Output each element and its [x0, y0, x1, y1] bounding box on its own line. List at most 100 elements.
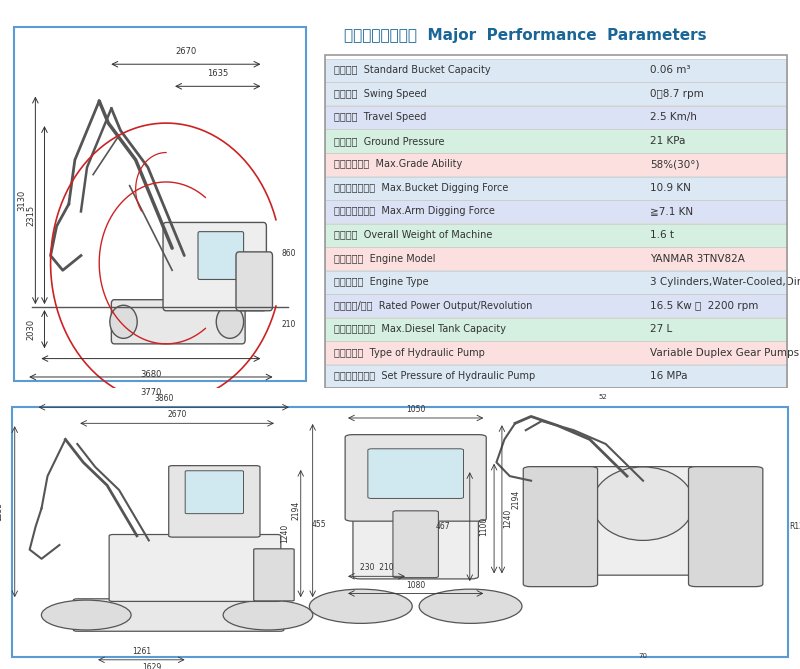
- Text: 1.6 t: 1.6 t: [650, 230, 674, 240]
- Text: 额定输出/转速  Rated Power Output/Revolution: 额定输出/转速 Rated Power Output/Revolution: [334, 300, 533, 310]
- Circle shape: [223, 600, 313, 630]
- Bar: [325, 200, 787, 223]
- Text: 3860: 3860: [154, 394, 174, 403]
- Text: 455: 455: [311, 520, 326, 529]
- Bar: [325, 294, 787, 317]
- FancyBboxPatch shape: [236, 252, 273, 310]
- Text: 接地比压  Ground Pressure: 接地比压 Ground Pressure: [334, 136, 445, 146]
- Text: 主要技术性能参数  Major  Performance  Parameters: 主要技术性能参数 Major Performance Parameters: [344, 28, 706, 43]
- Text: 整机重量  Overall Weight of Machine: 整机重量 Overall Weight of Machine: [334, 230, 493, 240]
- Text: 行走速度  Travel Speed: 行走速度 Travel Speed: [334, 112, 426, 122]
- Bar: [325, 341, 787, 365]
- Text: 柴油筒最大容量  Max.Diesel Tank Capacity: 柴油筒最大容量 Max.Diesel Tank Capacity: [334, 324, 506, 334]
- Bar: [325, 130, 787, 153]
- Bar: [325, 223, 787, 247]
- Circle shape: [42, 600, 131, 630]
- Text: 2194: 2194: [511, 490, 520, 509]
- FancyBboxPatch shape: [368, 449, 463, 498]
- Text: 挖抖容量  Standard Bucket Capacity: 挖抖容量 Standard Bucket Capacity: [334, 65, 490, 75]
- FancyBboxPatch shape: [163, 222, 266, 310]
- Circle shape: [110, 305, 138, 339]
- Bar: [325, 153, 787, 176]
- Text: 1100: 1100: [479, 517, 488, 537]
- Bar: [325, 271, 787, 294]
- Bar: [325, 130, 787, 153]
- FancyBboxPatch shape: [198, 231, 243, 280]
- Text: 210: 210: [282, 320, 296, 329]
- Text: 液压泵类型  Type of Hydraulic Pump: 液压泵类型 Type of Hydraulic Pump: [334, 348, 485, 358]
- Text: 1240: 1240: [503, 509, 513, 528]
- Text: 3 Cylinders,Water-Cooled,Direct-Injection: 3 Cylinders,Water-Cooled,Direct-Injectio…: [650, 277, 800, 287]
- Bar: [325, 106, 787, 129]
- FancyBboxPatch shape: [254, 549, 294, 601]
- Text: 液压泵设定压力  Set Pressure of Hydraulic Pump: 液压泵设定压力 Set Pressure of Hydraulic Pump: [334, 371, 535, 381]
- Text: 58%(30°): 58%(30°): [650, 159, 700, 169]
- Text: 3770: 3770: [140, 388, 162, 397]
- Text: 230  210: 230 210: [360, 563, 394, 573]
- Bar: [325, 365, 787, 388]
- FancyBboxPatch shape: [109, 535, 281, 601]
- Text: 最大爬坡角度  Max.Grade Ability: 最大爬坡角度 Max.Grade Ability: [334, 159, 462, 169]
- Text: 21 KPa: 21 KPa: [650, 136, 686, 146]
- Text: 2030: 2030: [26, 318, 35, 340]
- Text: R1225: R1225: [790, 522, 800, 531]
- FancyBboxPatch shape: [185, 471, 243, 514]
- Circle shape: [419, 589, 522, 624]
- Text: 发动机类型  Engine Type: 发动机类型 Engine Type: [334, 277, 429, 287]
- Text: 1050: 1050: [406, 405, 426, 414]
- Circle shape: [216, 305, 243, 339]
- Bar: [325, 177, 787, 199]
- Bar: [325, 106, 787, 129]
- Text: 3130: 3130: [18, 190, 26, 211]
- Text: 挖抖最大挖掘力  Max.Bucket Digging Force: 挖抖最大挖掘力 Max.Bucket Digging Force: [334, 183, 509, 193]
- Text: 2.5 Km/h: 2.5 Km/h: [650, 112, 698, 122]
- Text: 1235: 1235: [0, 502, 3, 521]
- Text: 52: 52: [598, 394, 607, 400]
- FancyBboxPatch shape: [353, 456, 478, 579]
- Bar: [325, 248, 787, 270]
- Bar: [325, 341, 787, 365]
- Text: 16.5 Kw ／  2200 rpm: 16.5 Kw ／ 2200 rpm: [650, 300, 758, 310]
- Text: YANMAR 3TNV82A: YANMAR 3TNV82A: [650, 254, 746, 264]
- Text: 1261: 1261: [132, 647, 151, 656]
- FancyBboxPatch shape: [393, 511, 438, 577]
- Text: 2315: 2315: [26, 205, 35, 225]
- Bar: [325, 223, 787, 247]
- Bar: [325, 177, 787, 199]
- Bar: [325, 153, 787, 176]
- Text: 0～8.7 rpm: 0～8.7 rpm: [650, 89, 704, 98]
- Text: 70: 70: [638, 653, 647, 659]
- Bar: [325, 271, 787, 294]
- Text: 发动机型号  Engine Model: 发动机型号 Engine Model: [334, 254, 436, 264]
- Text: 1629: 1629: [142, 663, 162, 669]
- FancyBboxPatch shape: [689, 467, 763, 587]
- Text: 3680: 3680: [140, 369, 162, 379]
- Text: ≧7.1 KN: ≧7.1 KN: [650, 207, 694, 216]
- Text: 10.9 KN: 10.9 KN: [650, 183, 691, 193]
- Text: 16 MPa: 16 MPa: [650, 371, 688, 381]
- Text: 1080: 1080: [406, 581, 426, 589]
- Text: 1635: 1635: [207, 69, 228, 78]
- Bar: [325, 365, 787, 388]
- Bar: [325, 200, 787, 223]
- Bar: [325, 59, 787, 82]
- FancyBboxPatch shape: [111, 300, 245, 344]
- Bar: [325, 248, 787, 270]
- Text: 2670: 2670: [175, 47, 197, 56]
- Bar: [325, 318, 787, 341]
- Text: Variable Duplex Gear Pumps: Variable Duplex Gear Pumps: [650, 348, 799, 358]
- Bar: [325, 82, 787, 106]
- Bar: [325, 59, 787, 82]
- Bar: [325, 294, 787, 317]
- Text: 27 L: 27 L: [650, 324, 673, 334]
- Bar: [325, 318, 787, 341]
- Text: 467: 467: [436, 522, 450, 531]
- Bar: [325, 82, 787, 106]
- FancyBboxPatch shape: [169, 466, 260, 537]
- Circle shape: [310, 589, 412, 624]
- FancyBboxPatch shape: [12, 407, 788, 657]
- FancyBboxPatch shape: [14, 27, 306, 381]
- Bar: [325, 55, 787, 388]
- Text: 0.06 m³: 0.06 m³: [650, 65, 691, 75]
- Text: 2194: 2194: [292, 501, 301, 520]
